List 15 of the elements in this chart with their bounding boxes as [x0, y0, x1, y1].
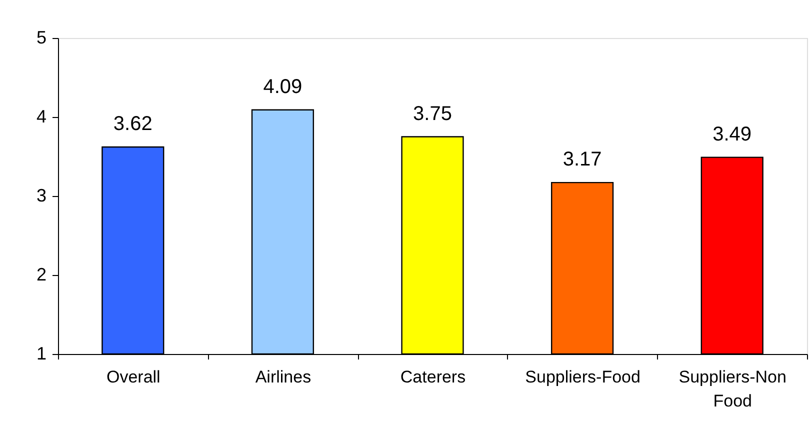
x-tick-label: Airlines: [255, 368, 312, 386]
y-tick-label: 1: [36, 344, 46, 364]
x-tick-label: Caterers: [400, 368, 466, 386]
data-label: 3.75: [413, 102, 452, 125]
x-tick-label: Suppliers-Non Food: [678, 368, 786, 410]
y-tick-label: 4: [36, 106, 46, 126]
y-tick-label: 2: [36, 264, 46, 284]
data-label: 4.09: [263, 76, 302, 98]
x-tick-label: Suppliers-Food: [525, 368, 640, 386]
y-tick-label: 5: [36, 28, 46, 48]
data-label: 3.49: [712, 123, 752, 146]
data-label: 3.62: [113, 113, 152, 136]
x-tick-label: Overall: [106, 368, 160, 386]
data-label: 3.17: [562, 148, 602, 171]
y-tick-label: 3: [36, 186, 46, 206]
